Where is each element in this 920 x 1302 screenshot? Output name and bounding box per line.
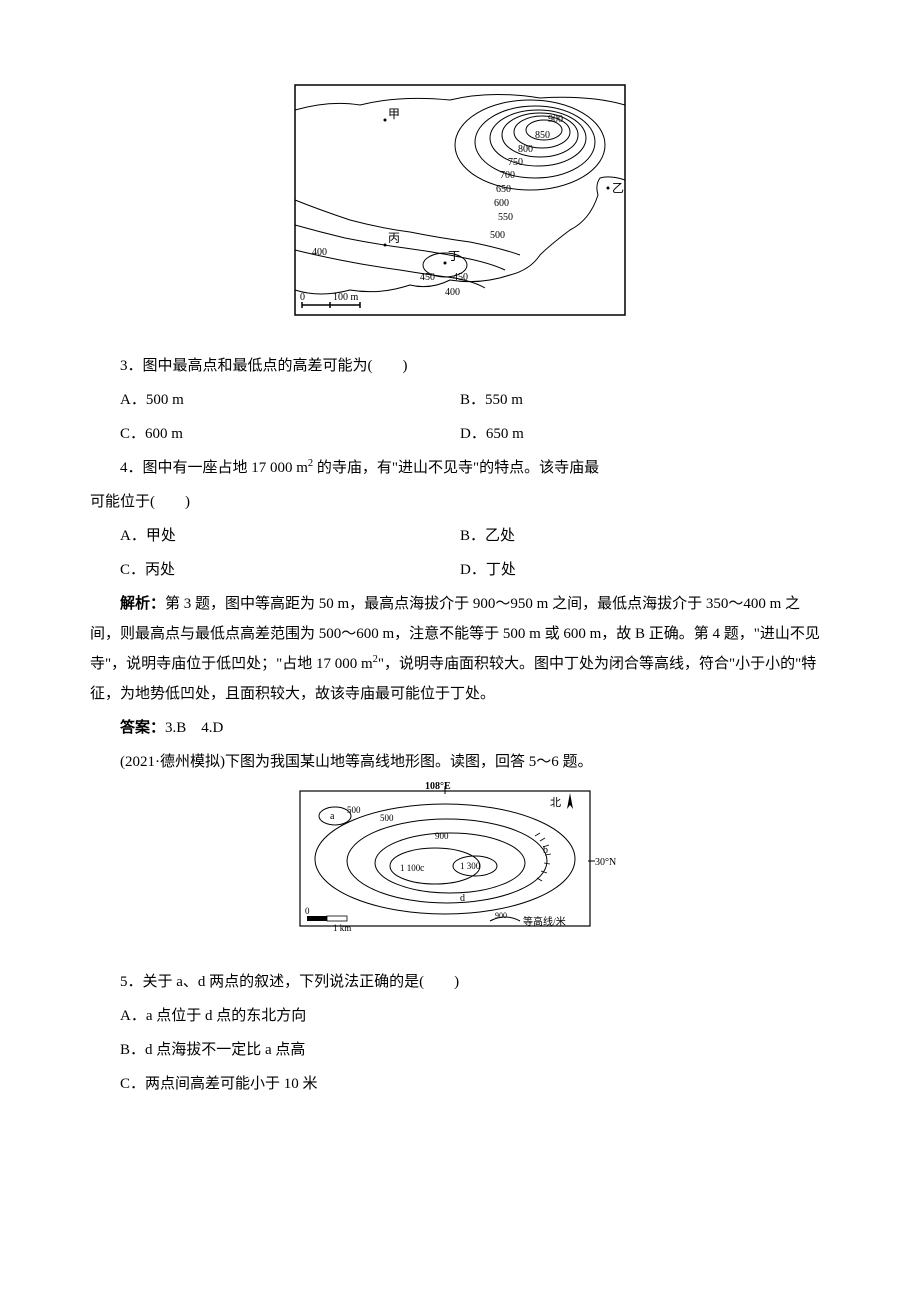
answer-text: 3.B 4.D <box>165 720 223 736</box>
intro-source: (2021·德州模拟) <box>120 754 225 770</box>
contour-500o: 500 <box>380 813 394 823</box>
longitude-label: 108°E <box>425 781 451 792</box>
q4-option-a: A．甲处 <box>90 521 460 551</box>
point-c-label: c <box>420 863 425 874</box>
contour-700: 700 <box>500 170 515 181</box>
contour-800: 800 <box>518 144 533 155</box>
q4-stem-block: 4．图中有一座占地 17 000 m2 的寺庙，有"进山不见寺"的特点。该寺庙最… <box>90 453 830 517</box>
q4-stem-part1: 4．图中有一座占地 17 000 m <box>120 460 308 476</box>
contour-map-figure-1: 甲 乙 丙 丁 900 850 800 750 700 650 600 550 … <box>90 80 830 331</box>
q3-option-a: A．500 m <box>90 385 460 415</box>
contour-450a: 450 <box>453 272 468 283</box>
contour-1300: 1 300 <box>460 861 481 871</box>
q4-stem-line2: 可能位于( ) <box>90 487 830 517</box>
point-bing-label: 丙 <box>388 231 400 245</box>
scale-zero-2: 0 <box>305 906 310 916</box>
q4-option-c: C．丙处 <box>90 555 460 585</box>
point-yi-label: 乙 <box>612 181 624 195</box>
contour-900-legend: 900 <box>495 911 507 920</box>
point-jia-label: 甲 <box>388 107 400 121</box>
contour-400l: 400 <box>312 247 327 258</box>
north-label: 北 <box>550 796 561 809</box>
intro-56: (2021·德州模拟)下图为我国某山地等高线地形图。读图，回答 5～6 题。 <box>90 747 830 777</box>
q4-options-row-1: A．甲处 B．乙处 <box>90 521 830 551</box>
q4-option-b: B．乙处 <box>460 521 830 551</box>
point-ding-label: 丁 <box>448 249 460 263</box>
contour-550: 550 <box>498 212 513 223</box>
latitude-label: 30°N <box>595 857 616 868</box>
contour-map-figure-2: 108°E 30°N 北 a 500 900 1 100 1 300 c b <box>90 781 830 947</box>
contour-1100: 1 100 <box>400 863 421 873</box>
contour-400b: 400 <box>445 287 460 298</box>
analysis-34: 解析：第 3 题，图中等高距为 50 m，最高点海拔介于 900～950 m 之… <box>90 589 830 709</box>
q4-stem-part2: 的寺庙，有"进山不见寺"的特点。该寺庙最 <box>313 460 599 476</box>
contour-500: 500 <box>490 230 505 241</box>
contour-850: 850 <box>535 130 550 141</box>
q5-stem: 5．关于 a、d 两点的叙述，下列说法正确的是( ) <box>90 967 830 997</box>
contour-500-inner: 500 <box>347 805 361 815</box>
point-d-label: d <box>460 893 465 904</box>
scale-value-1: 100 m <box>333 292 359 303</box>
answer-34: 答案：3.B 4.D <box>90 713 830 743</box>
contour-650: 650 <box>496 184 511 195</box>
q3-option-d: D．650 m <box>460 419 830 449</box>
q3-option-b: B．550 m <box>460 385 830 415</box>
q5-option-c: C．两点间高差可能小于 10 米 <box>90 1069 830 1099</box>
q4-options-row-2: C．丙处 D．丁处 <box>90 555 830 585</box>
point-a-label: a <box>330 811 335 822</box>
q3-option-c: C．600 m <box>90 419 460 449</box>
contour-450b: 450 <box>420 272 435 283</box>
legend-text: 等高线/米 <box>523 915 566 928</box>
q3-stem: 3．图中最高点和最低点的高差可能为( ) <box>90 351 830 381</box>
scale-value-2: 1 km <box>333 923 351 933</box>
intro-text: 下图为我国某山地等高线地形图。读图，回答 5～6 题。 <box>225 754 593 770</box>
contour-600: 600 <box>494 198 509 209</box>
contour-750: 750 <box>508 157 523 168</box>
q5-option-a: A．a 点位于 d 点的东北方向 <box>90 1001 830 1031</box>
q4-option-d: D．丁处 <box>460 555 830 585</box>
q3-options-row-2: C．600 m D．650 m <box>90 419 830 449</box>
q5-option-b: B．d 点海拔不一定比 a 点高 <box>90 1035 830 1065</box>
scale-zero-1: 0 <box>300 292 305 303</box>
q3-options-row-1: A．500 m B．550 m <box>90 385 830 415</box>
answer-label: 答案： <box>120 719 165 736</box>
contour-900: 900 <box>548 114 563 125</box>
contour-900t: 900 <box>435 831 449 841</box>
analysis-label: 解析： <box>120 595 165 612</box>
